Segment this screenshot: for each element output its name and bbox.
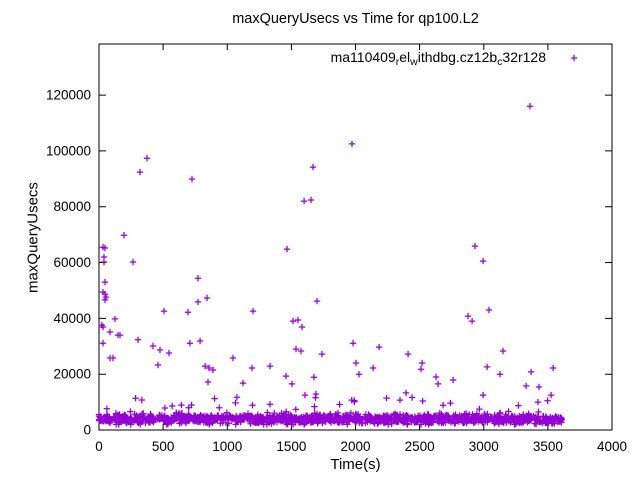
y-tick-label: 0	[83, 423, 91, 438]
x-axis-label: Time(s)	[330, 456, 381, 473]
x-tick-label: 3000	[469, 439, 499, 454]
legend-plus-marker	[570, 54, 578, 62]
x-tick-label: 500	[152, 439, 175, 454]
y-tick-label: 60000	[53, 255, 91, 270]
legend-label: ma110409relwithdbg.cz12bc32r128	[331, 49, 547, 68]
y-tick-label: 80000	[53, 199, 91, 214]
legend: ma110409relwithdbg.cz12bc32r128	[331, 49, 578, 68]
x-tick-label: 1500	[276, 439, 306, 454]
series-plus-markers	[95, 103, 565, 428]
data-points	[95, 103, 565, 428]
y-tick-label: 120000	[46, 88, 91, 103]
x-tick-label: 2000	[340, 439, 370, 454]
plot-border-and-ticks	[98, 43, 613, 431]
x-tick-label: 2500	[405, 439, 435, 454]
chart-title: maxQueryUsecs vs Time for qp100.L2	[232, 11, 479, 27]
x-tick-label: 1000	[212, 439, 242, 454]
x-tick-label: 4000	[597, 439, 627, 454]
y-axis-label: maxQueryUsecs	[24, 182, 42, 293]
axes: 0 500 1000 1500 2000 2500 3000 3500 400002000040…	[46, 43, 627, 454]
x-tick-label: 0	[95, 439, 103, 454]
y-tick-label: 20000	[53, 367, 91, 382]
x-tick-label: 3500	[533, 439, 563, 454]
y-tick-label: 100000	[46, 143, 91, 158]
y-tick-label: 40000	[53, 311, 91, 326]
